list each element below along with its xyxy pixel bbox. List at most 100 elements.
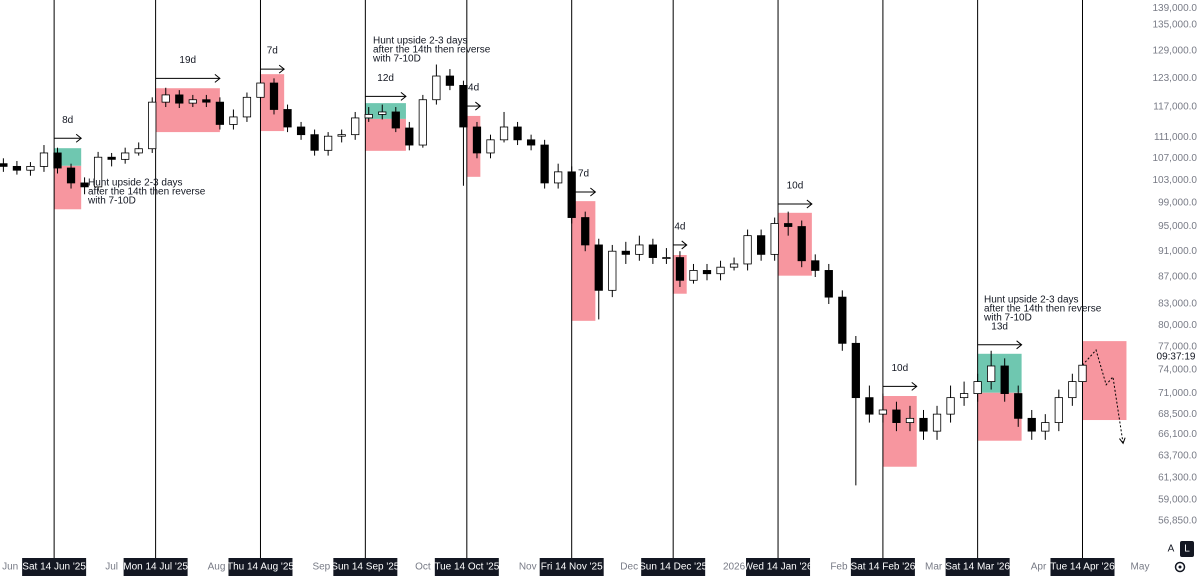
candle-body (675, 257, 685, 281)
date-label: Mon 14 Jul '25 (123, 562, 188, 573)
arrow-label: 8d (62, 115, 73, 126)
candle-body (662, 257, 671, 259)
y-tick-label: 83,000.0 (1158, 299, 1197, 310)
y-tick-label: 103,000.0 (1153, 175, 1198, 186)
date-label: Fri 14 Nov '25 (541, 562, 603, 573)
date-label: Tue 14 Apr '26 (1050, 562, 1115, 573)
button-bg[interactable] (1180, 541, 1194, 557)
arrow-head (278, 64, 285, 74)
x-tick-label: Feb (830, 562, 848, 573)
candle-body (932, 413, 942, 432)
candle-body (973, 381, 982, 394)
y-tick-label: 56,850.0 (1158, 516, 1197, 527)
candle-body (1014, 393, 1023, 419)
candle-body (581, 217, 590, 246)
y-tick-label: 107,000.0 (1153, 153, 1198, 164)
note-line: after the 14th then reverse (373, 45, 491, 56)
arrow-label: 4d (674, 222, 685, 233)
candle-body (80, 182, 89, 188)
note-line: after the 14th then reverse (984, 304, 1102, 315)
scale-button[interactable]: L (1184, 544, 1190, 555)
candle-body (851, 342, 860, 399)
x-tick-label: Nov (519, 562, 537, 573)
note-line: Hunt upside 2-3 days (373, 36, 468, 47)
date-label-bg (434, 558, 499, 576)
arrow-label: 7d (267, 46, 278, 57)
candle-body (188, 99, 197, 104)
candle-body (892, 409, 901, 423)
date-label: Sat 14 Feb '26 (851, 562, 916, 573)
candle-body (1054, 397, 1063, 423)
x-tick-label: Dec (620, 562, 638, 573)
y-tick-label: 68,500.0 (1158, 409, 1197, 420)
candle-body (310, 134, 319, 151)
arrow-head (75, 133, 82, 143)
arrow-head (911, 381, 918, 391)
candle-body (838, 296, 847, 344)
candle-body (743, 235, 752, 265)
date-label-bg (22, 558, 87, 576)
y-tick-label: 111,000.0 (1154, 132, 1197, 143)
projection-path (1082, 349, 1124, 444)
candle-body (1041, 422, 1050, 432)
date-label: Thu 14 Aug '25 (227, 562, 294, 573)
arrow-head (590, 187, 597, 197)
y-tick-label: 139,000.0 (1153, 3, 1198, 14)
candle-body (215, 101, 225, 125)
arrow-label: 19d (179, 55, 196, 66)
date-label-bg (1050, 558, 1115, 576)
y-tick-label: 61,300.0 (1158, 472, 1197, 483)
date-label: Tue 14 Oct '25 (434, 562, 499, 573)
candle-body (242, 96, 252, 118)
candle-body (878, 409, 888, 415)
candle-body (594, 244, 603, 291)
arrow-label: 4d (468, 83, 479, 94)
zone-box (977, 353, 1022, 393)
x-tick-label: 2026 (723, 562, 746, 573)
settings-icon[interactable] (1174, 561, 1186, 573)
candle-body (865, 397, 874, 415)
candle-body (486, 139, 495, 154)
candle-body (107, 156, 116, 160)
candle-body (757, 235, 766, 255)
candle-body (12, 165, 22, 171)
candle-body (269, 82, 279, 110)
y-tick-label: 77,000.0 (1158, 342, 1197, 353)
y-tick-label: 87,000.0 (1158, 272, 1197, 283)
x-tick-label: Aug (208, 562, 226, 573)
candle-body (770, 223, 779, 255)
date-label: Wed 14 Jan '26 (744, 562, 813, 573)
y-tick-label: 123,000.0 (1153, 73, 1198, 84)
x-tick-label: Oct (415, 562, 431, 573)
candle-body (1027, 417, 1036, 432)
arrow-label: 10d (891, 363, 908, 374)
candle-body (513, 126, 522, 141)
candle-body (202, 99, 211, 103)
candle-body (418, 99, 427, 146)
candle-body (797, 226, 806, 262)
date-label-bg (228, 558, 293, 576)
gear-center (1178, 565, 1182, 569)
note-line: after the 14th then reverse (88, 187, 206, 198)
y-tick-label: 63,700.0 (1158, 450, 1197, 461)
date-label-bg (746, 558, 811, 576)
candle-body (784, 223, 793, 227)
candle-body (378, 111, 387, 115)
projection-head (1119, 437, 1126, 445)
candle-body (648, 244, 657, 258)
candle-body (824, 270, 833, 298)
x-tick-label: Apr (1031, 562, 1047, 573)
arrow-head (1016, 340, 1023, 350)
y-tick-label: 135,000.0 (1153, 20, 1198, 31)
candle-body (702, 270, 712, 275)
date-label-bg (539, 558, 604, 576)
date-label: Sat 14 Mar '26 (945, 562, 1010, 573)
note-line: Hunt upside 2-3 days (984, 295, 1079, 306)
scale-button[interactable]: A (1168, 544, 1175, 555)
candle-body (608, 250, 617, 291)
arrow-head (214, 73, 221, 83)
y-tick-label: 59,000.0 (1158, 494, 1197, 505)
date-label: Sun 14 Dec '25 (639, 562, 708, 573)
candle-body (526, 139, 536, 146)
